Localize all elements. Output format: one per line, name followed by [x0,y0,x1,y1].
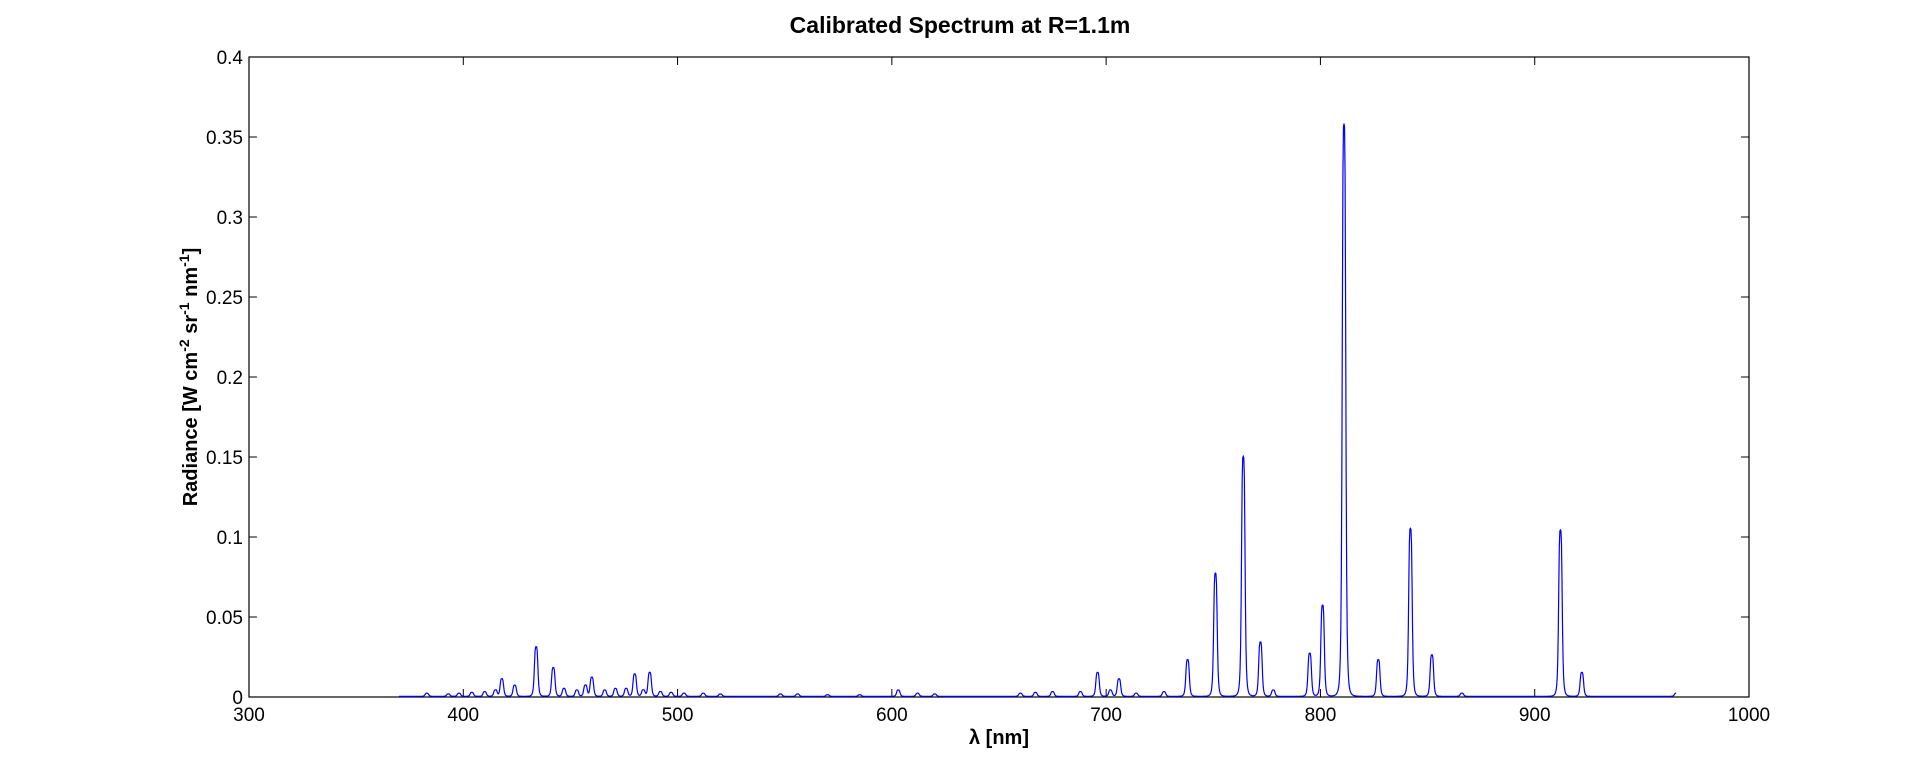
x-tick-label: 500 [662,705,694,726]
x-tick-label: 600 [876,705,908,726]
x-tick-label: 800 [1305,705,1337,726]
x-axis: 300 400 500 600 700 800 900 1000 [233,57,1770,726]
y-label-sup-3: -1 [176,254,192,267]
y-label-part-3: nm [180,267,202,303]
spectrum-line [399,123,1677,697]
y-tick-label: 0.2 [217,368,243,389]
x-tick-label: 900 [1519,705,1551,726]
y-tick-label: 0 [232,688,243,709]
y-tick-label: 0.25 [206,288,243,309]
y-label-part-1: Radiance [W cm [180,352,202,506]
y-axis-label: Radiance [W cm-2 sr-1 nm-1] [176,248,202,507]
y-axis: 0 0.05 0.1 0.15 0.2 0.25 0.3 0.35 0.4 [206,48,1749,709]
y-label-part-2: sr [180,315,202,340]
x-tick-label: 400 [447,705,479,726]
y-tick-label: 0.35 [206,128,243,149]
plot-frame [248,56,1750,698]
y-label-sup-2: -1 [176,302,192,315]
x-tick-label: 1000 [1728,705,1770,726]
y-tick-label: 0.1 [217,528,243,549]
y-label-sup-1: -2 [176,339,192,352]
y-label-part-4: ] [180,248,202,255]
chart-title: Calibrated Spectrum at R=1.1m [790,12,1131,38]
x-axis-label: λ [nm] [969,727,1029,749]
y-tick-label: 0.4 [217,48,244,69]
x-tick-label: 300 [233,705,265,726]
y-tick-label: 0.3 [217,208,243,229]
y-tick-label: 0.15 [206,448,243,469]
y-tick-label: 0.05 [206,608,243,629]
x-tick-label: 700 [1090,705,1122,726]
